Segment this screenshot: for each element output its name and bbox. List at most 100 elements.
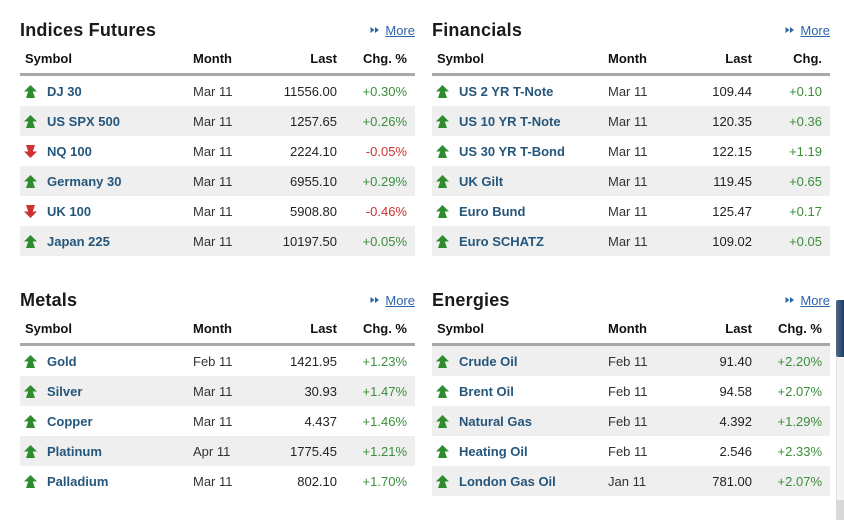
up-arrow-icon (24, 234, 37, 248)
symbol-label[interactable]: Gold (47, 353, 77, 369)
more-link[interactable]: More (785, 23, 830, 38)
symbol-label[interactable]: DJ 30 (47, 83, 82, 99)
up-arrow-icon (436, 444, 449, 458)
up-arrow-icon (436, 414, 449, 428)
table-row[interactable]: Euro SCHATZ Mar 11 109.02 +0.05 (432, 226, 830, 256)
symbol-cell: Platinum (20, 444, 191, 459)
table-row[interactable]: London Gas Oil Jan 11 781.00 +2.07% (432, 466, 830, 496)
scrollbar-track[interactable] (836, 357, 844, 500)
table-row[interactable]: NQ 100 Mar 11 2224.10 -0.05% (20, 136, 415, 166)
last-cell: 10197.50 (282, 233, 337, 249)
last-cell: 1421.95 (290, 353, 337, 369)
table-row[interactable]: Germany 30 Mar 11 6955.10 +0.29% (20, 166, 415, 196)
month-cell: Mar 11 (193, 173, 233, 189)
table-body: Gold Feb 11 1421.95 +1.23% Silver Mar 11… (20, 346, 415, 496)
column-header-change: Chg. (793, 51, 822, 66)
section-header: Financials More (432, 16, 830, 44)
symbol-label[interactable]: Euro SCHATZ (459, 233, 544, 249)
up-arrow-icon (436, 234, 449, 248)
symbol-cell: Natural Gas (432, 414, 606, 429)
symbol-label[interactable]: Heating Oil (459, 443, 528, 459)
last-cell: 1257.65 (290, 113, 337, 129)
month-cell: Mar 11 (193, 113, 233, 129)
more-link[interactable]: More (370, 23, 415, 38)
table-row[interactable]: Copper Mar 11 4.437 +1.46% (20, 406, 415, 436)
table-row[interactable]: UK 100 Mar 11 5908.80 -0.46% (20, 196, 415, 226)
symbol-label[interactable]: US 10 YR T-Note (459, 113, 561, 129)
symbol-label[interactable]: Crude Oil (459, 353, 518, 369)
table-row[interactable]: US 2 YR T-Note Mar 11 109.44 +0.10 (432, 76, 830, 106)
table-row[interactable]: Silver Mar 11 30.93 +1.47% (20, 376, 415, 406)
table-row[interactable]: Natural Gas Feb 11 4.392 +1.29% (432, 406, 830, 436)
symbol-cell: Copper (20, 414, 191, 429)
table-row[interactable]: Heating Oil Feb 11 2.546 +2.33% (432, 436, 830, 466)
change-cell: +2.20% (777, 353, 822, 369)
change-cell: +0.29% (362, 173, 407, 189)
section-title: Financials (432, 19, 523, 40)
symbol-label[interactable]: Natural Gas (459, 413, 532, 429)
symbol-label[interactable]: Brent Oil (459, 383, 514, 399)
last-cell: 122.15 (712, 143, 752, 159)
change-cell: +2.33% (777, 443, 822, 459)
section-metals: Metals More Symbol Month Last Chg. % Gol… (20, 270, 415, 496)
symbol-label[interactable]: UK Gilt (459, 173, 504, 189)
last-cell: 4.437 (304, 413, 337, 429)
table-row[interactable]: Brent Oil Feb 11 94.58 +2.07% (432, 376, 830, 406)
change-cell: +1.23% (362, 353, 407, 369)
change-cell: +1.29% (777, 413, 822, 429)
change-cell: +0.10 (789, 83, 822, 99)
table-row[interactable]: UK Gilt Mar 11 119.45 +0.65 (432, 166, 830, 196)
month-cell: Mar 11 (193, 83, 233, 99)
table-row[interactable]: Euro Bund Mar 11 125.47 +0.17 (432, 196, 830, 226)
table-row[interactable]: Gold Feb 11 1421.95 +1.23% (20, 346, 415, 376)
change-cell: +1.46% (362, 413, 407, 429)
change-cell: +1.19 (789, 143, 822, 159)
last-cell: 109.44 (712, 83, 752, 99)
table-row[interactable]: US 30 YR T-Bond Mar 11 122.15 +1.19 (432, 136, 830, 166)
table-row[interactable]: US SPX 500 Mar 11 1257.65 +0.26% (20, 106, 415, 136)
month-cell: Feb 11 (193, 353, 233, 369)
last-cell: 91.40 (719, 353, 752, 369)
change-cell: +0.05 (789, 233, 822, 249)
symbol-cell: NQ 100 (20, 144, 191, 159)
section-title: Energies (432, 289, 510, 310)
symbol-label[interactable]: US SPX 500 (47, 113, 120, 129)
month-cell: Mar 11 (193, 473, 233, 489)
month-cell: Feb 11 (608, 413, 648, 429)
table-header: Symbol Month Last Chg. (432, 44, 830, 76)
change-cell: +2.07% (777, 473, 822, 489)
symbol-label[interactable]: NQ 100 (47, 143, 92, 159)
symbol-label[interactable]: Japan 225 (47, 233, 110, 249)
double-arrow-icon (370, 297, 380, 303)
table-body: Crude Oil Feb 11 91.40 +2.20% Brent Oil … (432, 346, 830, 496)
symbol-label[interactable]: US 2 YR T-Note (459, 83, 554, 99)
symbol-cell: Germany 30 (20, 174, 191, 189)
symbol-label[interactable]: Germany 30 (47, 173, 122, 189)
symbol-label[interactable]: Euro Bund (459, 203, 526, 219)
column-header-change: Chg. % (362, 51, 407, 66)
table-row[interactable]: Platinum Apr 11 1775.45 +1.21% (20, 436, 415, 466)
up-arrow-icon (436, 354, 449, 368)
symbol-cell: London Gas Oil (432, 474, 606, 489)
table-row[interactable]: DJ 30 Mar 11 11556.00 +0.30% (20, 76, 415, 106)
more-link[interactable]: More (370, 293, 415, 308)
more-link[interactable]: More (785, 293, 830, 308)
down-arrow-icon (24, 144, 37, 158)
symbol-label[interactable]: US 30 YR T-Bond (459, 143, 565, 159)
table-row[interactable]: Palladium Mar 11 802.10 +1.70% (20, 466, 415, 496)
symbol-cell: Brent Oil (432, 384, 606, 399)
scrollbar[interactable] (836, 300, 844, 520)
symbol-label[interactable]: Silver (47, 383, 83, 399)
table-row[interactable]: US 10 YR T-Note Mar 11 120.35 +0.36 (432, 106, 830, 136)
table-row[interactable]: Japan 225 Mar 11 10197.50 +0.05% (20, 226, 415, 256)
scrollbar-thumb[interactable] (836, 300, 844, 357)
change-cell: +0.65 (789, 173, 822, 189)
symbol-label[interactable]: UK 100 (47, 203, 92, 219)
table-row[interactable]: Crude Oil Feb 11 91.40 +2.20% (432, 346, 830, 376)
symbol-label[interactable]: Copper (47, 413, 93, 429)
symbol-label[interactable]: London Gas Oil (459, 473, 556, 489)
last-cell: 802.10 (297, 473, 337, 489)
symbol-label[interactable]: Platinum (47, 443, 102, 459)
symbol-label[interactable]: Palladium (47, 473, 109, 489)
symbol-cell: Heating Oil (432, 444, 606, 459)
